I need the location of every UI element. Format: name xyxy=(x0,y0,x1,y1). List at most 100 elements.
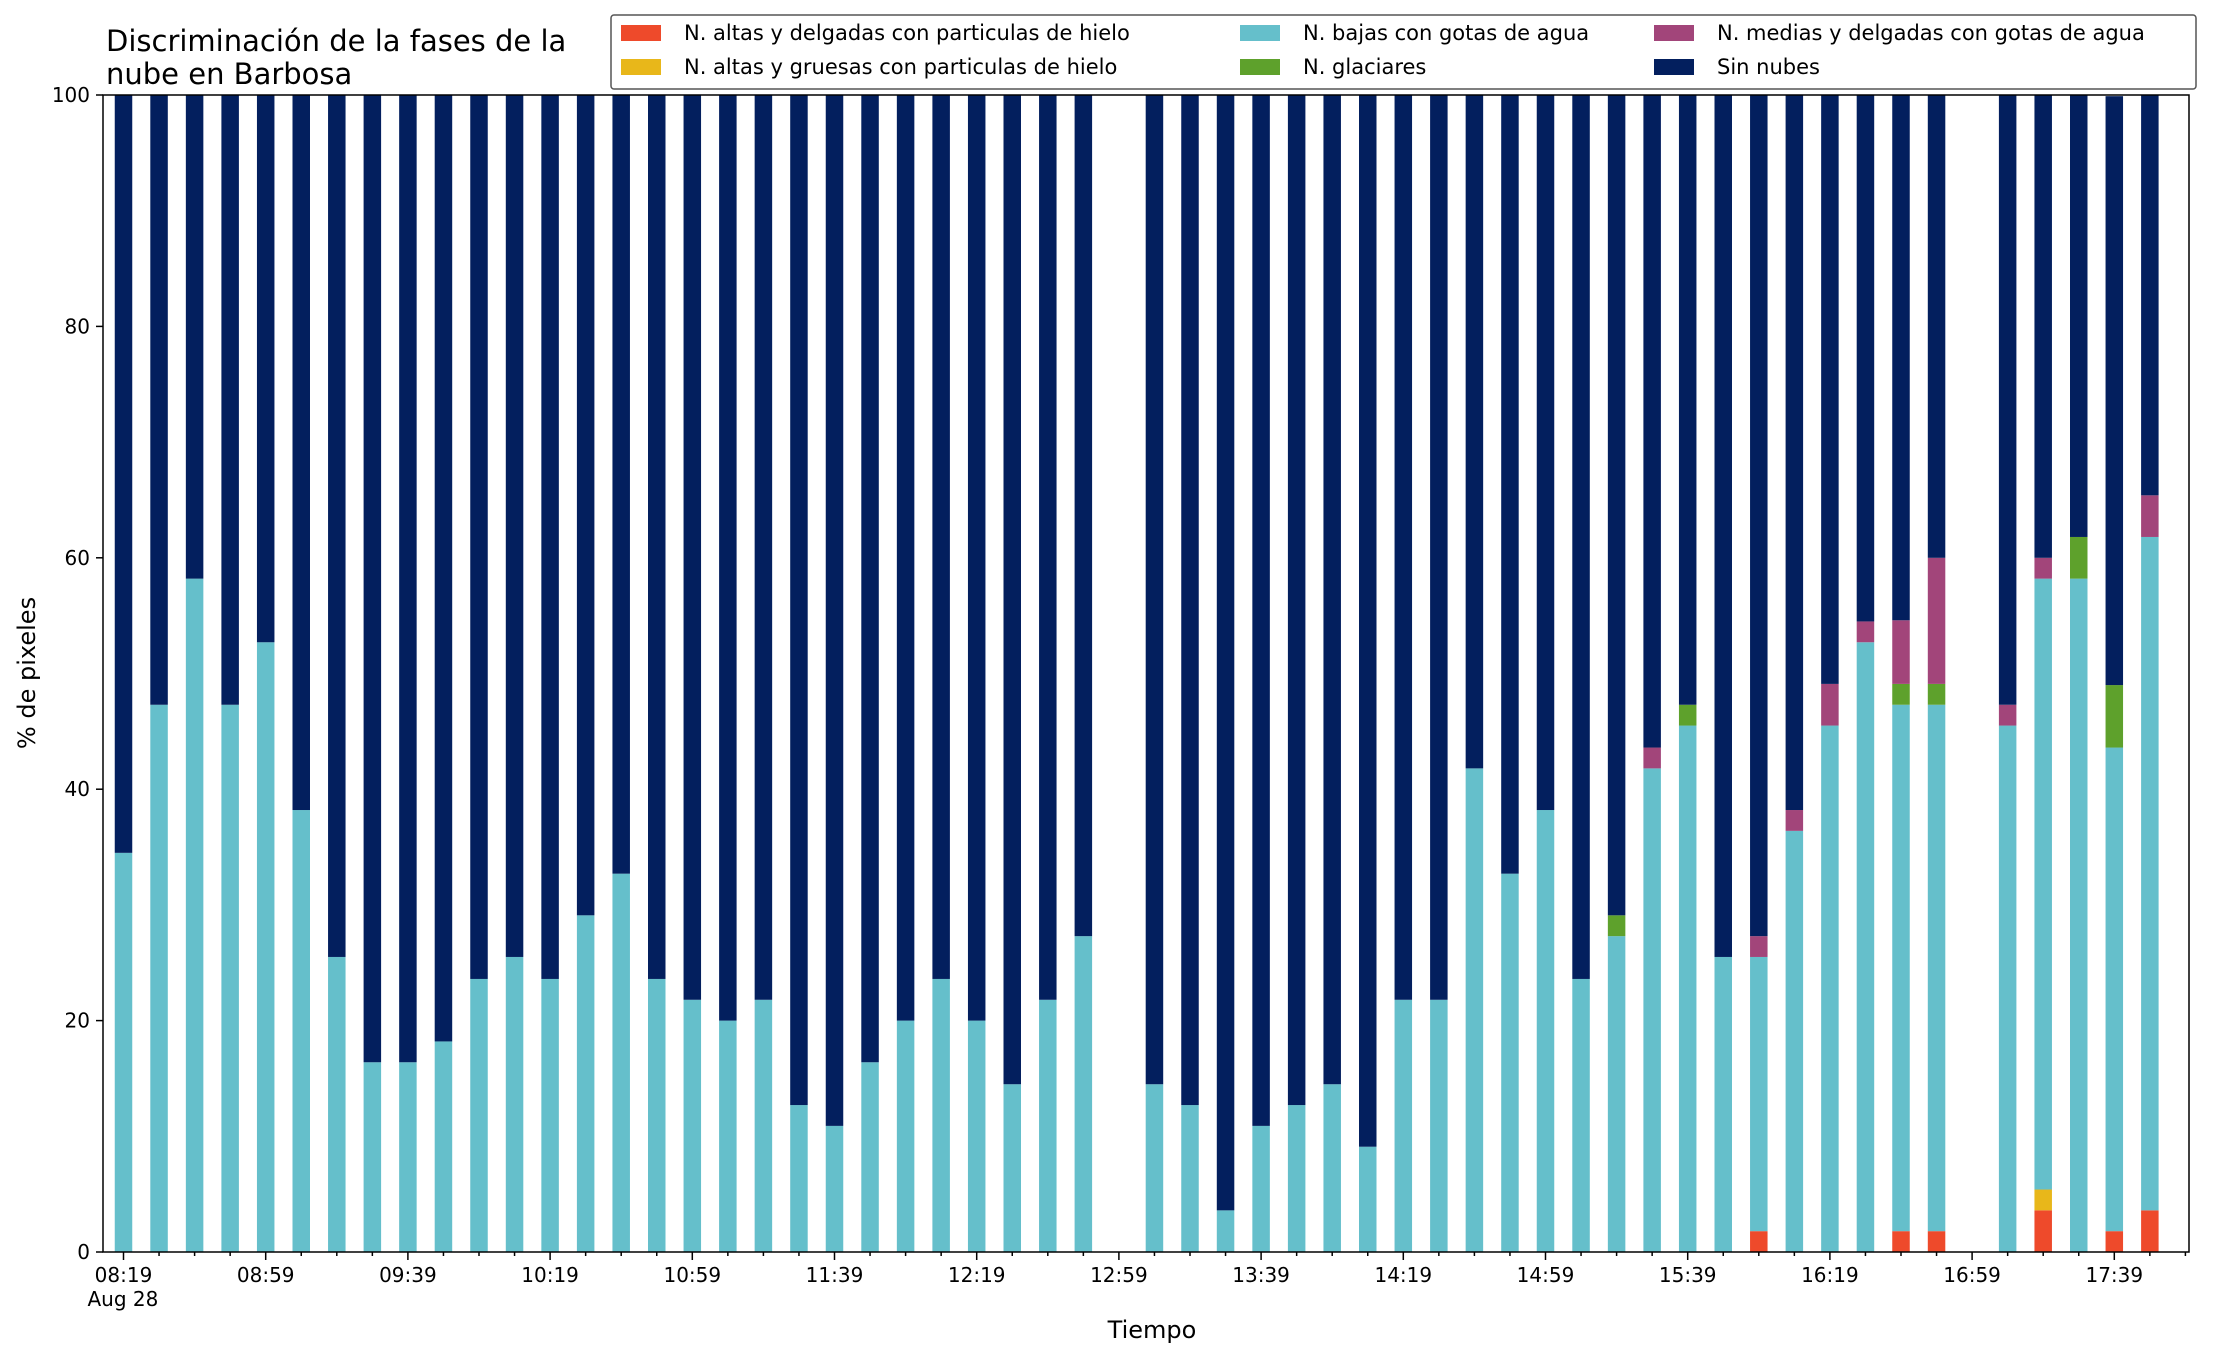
legend-swatch-3 xyxy=(1240,59,1280,75)
bar-segment-38-5 xyxy=(1465,95,1484,769)
bar-segment-26-2 xyxy=(1039,999,1057,1252)
bar-segment-6-5 xyxy=(328,95,346,957)
bar-segment-44-3 xyxy=(1678,704,1697,726)
bar-segment-5-2 xyxy=(292,810,310,1252)
x-tick-label-6: 12:19 xyxy=(948,1263,1006,1287)
bar-segment-45-5 xyxy=(1714,95,1732,957)
bar-segment-35-2 xyxy=(1359,1146,1377,1252)
bar-segment-29-2 xyxy=(1145,1084,1164,1252)
bar-segment-55-2 xyxy=(2070,578,2088,1252)
bar-segment-2-5 xyxy=(185,95,204,579)
bar-segment-33-5 xyxy=(1287,95,1306,1106)
legend-swatch-0 xyxy=(621,25,661,41)
bar-segment-49-5 xyxy=(1856,95,1875,622)
x-tick-label-1: 08:59 xyxy=(237,1263,295,1287)
bar-segment-12-2 xyxy=(541,978,559,1252)
bar-segment-23-5 xyxy=(932,95,950,979)
y-tick-label-5: 100 xyxy=(52,83,90,107)
bar-segment-9-5 xyxy=(434,95,453,1042)
bar-segment-22-2 xyxy=(896,1020,915,1252)
legend-swatch-1 xyxy=(621,59,661,75)
legend-label-5: Sin nubes xyxy=(1717,55,1820,79)
bar-segment-10-2 xyxy=(470,978,488,1252)
bar-segment-20-5 xyxy=(825,95,844,1126)
bar-segment-43-4 xyxy=(1643,747,1661,769)
legend-label-3: N. glaciares xyxy=(1303,55,1426,79)
y-tick-label-2: 40 xyxy=(65,777,90,801)
x-tick-label-13: 16:59 xyxy=(1943,1263,2001,1287)
bar-segment-37-2 xyxy=(1430,999,1448,1252)
bar-segment-15-2 xyxy=(648,978,666,1252)
bar-segment-13-2 xyxy=(576,915,595,1252)
x-tick-label-11: 15:39 xyxy=(1659,1263,1717,1287)
bar-segment-7-5 xyxy=(363,95,382,1063)
legend-swatch-5 xyxy=(1654,59,1694,75)
bar-segment-8-2 xyxy=(399,1062,417,1252)
bar-segment-48-5 xyxy=(1821,95,1839,684)
bar-segment-54-5 xyxy=(2034,95,2052,558)
bar-segment-53-4 xyxy=(1998,704,2017,726)
bar-segment-57-4 xyxy=(2141,495,2159,537)
bar-segment-36-5 xyxy=(1394,95,1413,1000)
bar-segment-24-5 xyxy=(967,95,986,1021)
bar-segment-54-1 xyxy=(2034,1189,2052,1211)
bar-segment-16-2 xyxy=(683,999,702,1252)
x-tick-label-0: 08:19 xyxy=(95,1263,153,1287)
x-tick-label-5: 11:39 xyxy=(806,1263,864,1287)
bar-segment-39-5 xyxy=(1501,95,1519,874)
bar-segment-57-5 xyxy=(2141,95,2159,496)
bar-segment-30-5 xyxy=(1181,95,1199,1106)
bar-segment-21-5 xyxy=(861,95,879,1063)
bar-segment-54-2 xyxy=(2034,578,2052,1190)
y-tick-label-0: 0 xyxy=(77,1240,90,1264)
bar-segment-1-5 xyxy=(150,95,168,705)
bar-segment-29-5 xyxy=(1145,95,1164,1085)
legend-swatch-4 xyxy=(1654,25,1694,41)
bar-segment-57-2 xyxy=(2141,536,2159,1211)
bar-segment-11-2 xyxy=(505,956,524,1252)
bar-segment-3-2 xyxy=(221,704,239,1252)
bar-segment-16-5 xyxy=(683,95,702,1000)
legend-label-4: N. medias y delgadas con gotas de agua xyxy=(1717,21,2145,45)
bar-segment-3-5 xyxy=(221,95,239,705)
bar-segment-51-4 xyxy=(1927,557,1946,684)
bar-segment-43-5 xyxy=(1643,95,1661,748)
bar-segment-40-2 xyxy=(1536,810,1555,1252)
bar-segment-17-2 xyxy=(719,1020,737,1252)
x-tick-label-10: 14:59 xyxy=(1517,1263,1575,1287)
bar-segment-8-5 xyxy=(399,95,417,1063)
bar-segment-56-0 xyxy=(2105,1231,2124,1252)
x-tick-label-2: 09:39 xyxy=(379,1263,437,1287)
legend-label-0: N. altas y delgadas con particulas de hi… xyxy=(684,21,1130,45)
x-tick-sublabel: Aug 28 xyxy=(88,1287,159,1311)
bar-segment-47-5 xyxy=(1785,95,1804,811)
bar-segment-11-5 xyxy=(505,95,524,957)
bar-segment-50-2 xyxy=(1892,704,1910,1232)
bar-segment-48-4 xyxy=(1821,683,1839,726)
bar-segment-49-4 xyxy=(1856,621,1875,643)
x-tick-label-9: 14:19 xyxy=(1374,1263,1432,1287)
legend-swatch-2 xyxy=(1240,25,1280,41)
bar-segment-53-5 xyxy=(1998,95,2017,705)
y-axis: 0 20 40 60 80 100 xyxy=(52,83,103,1264)
bar-segment-47-2 xyxy=(1785,830,1804,1252)
bar-segment-36-2 xyxy=(1394,999,1413,1252)
bar-segment-51-2 xyxy=(1927,704,1946,1232)
x-tick-label-12: 16:19 xyxy=(1801,1263,1859,1287)
bar-segment-44-2 xyxy=(1678,725,1697,1252)
bar-segment-18-5 xyxy=(754,95,773,1000)
x-tick-label-8: 13:39 xyxy=(1232,1263,1290,1287)
bar-segment-27-5 xyxy=(1074,95,1093,937)
bar-segment-19-5 xyxy=(790,95,808,1106)
bar-segment-5-5 xyxy=(292,95,310,811)
bar-segment-24-2 xyxy=(967,1020,986,1252)
bar-segment-46-4 xyxy=(1750,936,1768,957)
bar-segment-18-2 xyxy=(754,999,773,1252)
bar-segment-17-5 xyxy=(719,95,737,1021)
plot-frame xyxy=(102,94,2190,1253)
bar-segment-0-5 xyxy=(114,95,133,853)
bar-segment-21-2 xyxy=(861,1062,879,1252)
bar-segment-14-5 xyxy=(612,95,630,874)
bar-segment-34-2 xyxy=(1323,1084,1341,1252)
